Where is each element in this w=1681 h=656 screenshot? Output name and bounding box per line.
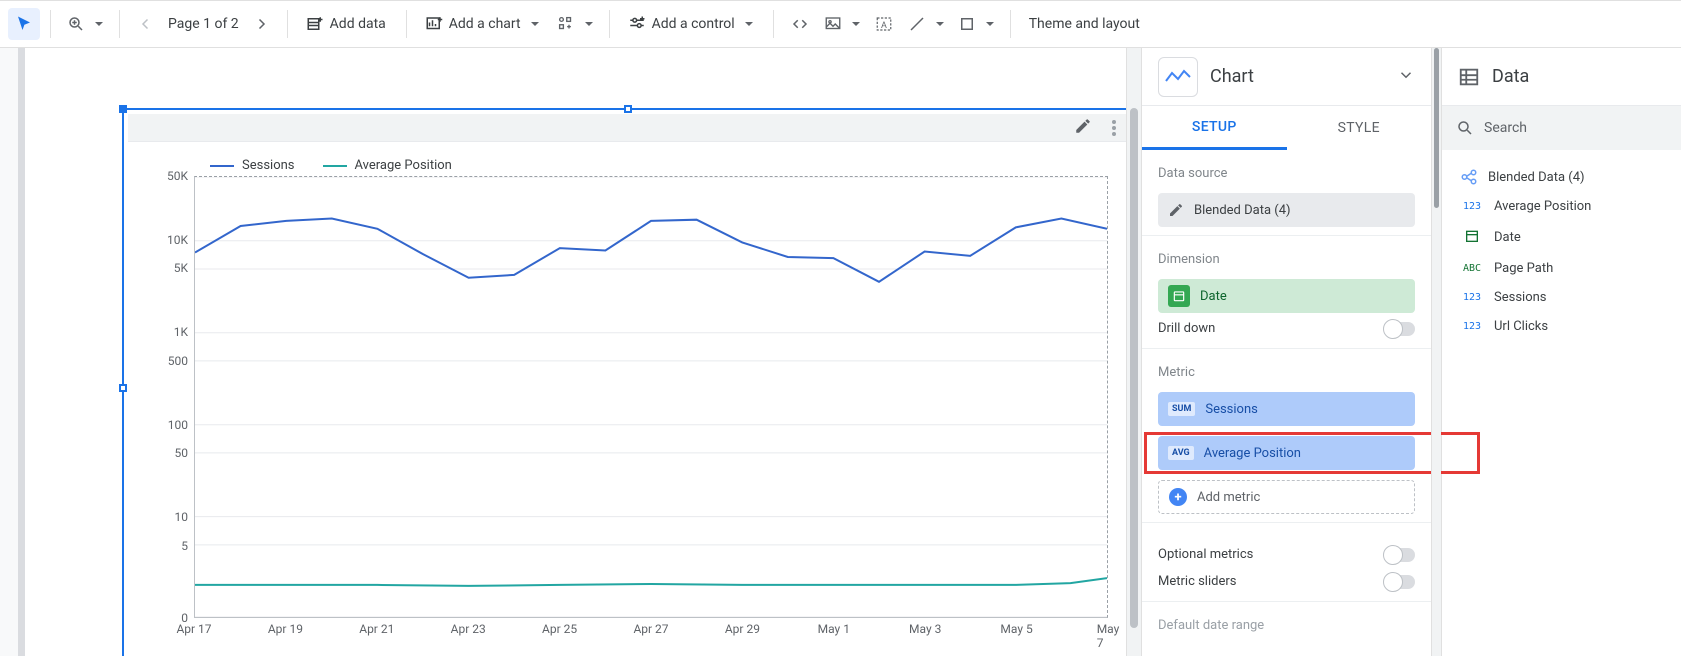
add-data-button[interactable]: Add data <box>298 8 396 40</box>
metric-label: Metric <box>1158 365 1415 380</box>
legend-item-avgpos[interactable]: Average Position <box>323 158 452 173</box>
more-icon[interactable] <box>1112 120 1116 136</box>
data-fields-panel: Data Search Blended Data (4) 123 Average… <box>1441 48 1681 656</box>
field-url-clicks[interactable]: 123 Url Clicks <box>1450 312 1673 341</box>
drill-down-label: Drill down <box>1158 321 1215 336</box>
data-source-chip[interactable]: Blended Data (4) <box>1158 193 1415 227</box>
chart-header <box>128 114 1126 142</box>
tab-setup[interactable]: SETUP <box>1142 106 1287 150</box>
community-viz-button[interactable] <box>551 8 599 40</box>
chart-config-panel: Chart SETUP STYLE Data source Blended Da… <box>1141 48 1431 656</box>
top-toolbar: Page 1 of 2 Add data Add a chart Add a c… <box>0 0 1681 48</box>
blend-icon <box>1460 168 1478 186</box>
dimension-label: Dimension <box>1158 252 1415 267</box>
data-source-label: Data source <box>1158 166 1415 181</box>
data-search-input[interactable]: Search <box>1442 106 1681 150</box>
chevron-down-icon[interactable] <box>1397 66 1415 88</box>
data-source-item[interactable]: Blended Data (4) <box>1450 162 1673 192</box>
metric-chip-sessions[interactable]: SUM Sessions <box>1158 392 1415 426</box>
calendar-icon <box>1168 285 1190 307</box>
shape-button[interactable] <box>952 8 1000 40</box>
field-sessions[interactable]: 123 Sessions <box>1450 283 1673 312</box>
calendar-icon <box>1460 228 1484 247</box>
plus-icon: + <box>1169 488 1187 506</box>
metric-chip-avgpos[interactable]: AVG Average Position <box>1158 436 1415 470</box>
selected-chart[interactable]: Sessions Average Position 50K10K5K1K5001… <box>122 108 1126 656</box>
page-indicator: Page 1 of 2 <box>164 16 243 32</box>
text-button[interactable]: A <box>868 8 900 40</box>
data-icon <box>1458 66 1480 88</box>
chart-type-icon[interactable] <box>1158 57 1198 97</box>
default-date-range-label: Default date range <box>1158 618 1415 633</box>
field-average-position[interactable]: 123 Average Position <box>1450 192 1673 221</box>
drill-down-toggle[interactable] <box>1385 322 1415 336</box>
data-panel-title: Data <box>1492 66 1529 87</box>
legend-item-sessions[interactable]: Sessions <box>210 158 295 173</box>
canvas-scrollbar[interactable] <box>1126 48 1141 656</box>
theme-layout-button[interactable]: Theme and layout <box>1021 8 1150 40</box>
embed-button[interactable] <box>784 8 816 40</box>
dimension-chip[interactable]: Date <box>1158 279 1415 313</box>
svg-text:A: A <box>881 21 887 31</box>
metric-sliders-toggle[interactable] <box>1385 575 1415 589</box>
config-scrollbar[interactable] <box>1431 48 1441 656</box>
panel-title: Chart <box>1210 66 1385 87</box>
resize-handle[interactable] <box>119 384 127 392</box>
image-button[interactable] <box>818 8 866 40</box>
add-control-button[interactable]: Add a control <box>620 8 763 40</box>
search-icon <box>1456 119 1474 137</box>
chart-plot: Sessions Average Position 50K10K5K1K5001… <box>154 158 1108 638</box>
add-metric-button[interactable]: + Add metric <box>1158 480 1415 514</box>
resize-handle[interactable] <box>624 105 632 113</box>
select-tool[interactable] <box>8 8 40 40</box>
field-page-path[interactable]: ABC Page Path <box>1450 254 1673 283</box>
optional-metrics-label: Optional metrics <box>1158 547 1253 562</box>
line-button[interactable] <box>902 8 950 40</box>
prev-page[interactable] <box>130 8 162 40</box>
tab-style[interactable]: STYLE <box>1287 106 1432 150</box>
resize-handle[interactable] <box>119 105 127 113</box>
report-canvas[interactable]: Sessions Average Position 50K10K5K1K5001… <box>0 48 1126 656</box>
zoom-tool[interactable] <box>61 8 109 40</box>
next-page[interactable] <box>245 8 277 40</box>
edit-icon[interactable] <box>1074 117 1092 139</box>
metric-sliders-label: Metric sliders <box>1158 574 1236 589</box>
optional-metrics-toggle[interactable] <box>1385 548 1415 562</box>
add-chart-button[interactable]: Add a chart <box>417 8 549 40</box>
field-date[interactable]: Date <box>1450 221 1673 254</box>
